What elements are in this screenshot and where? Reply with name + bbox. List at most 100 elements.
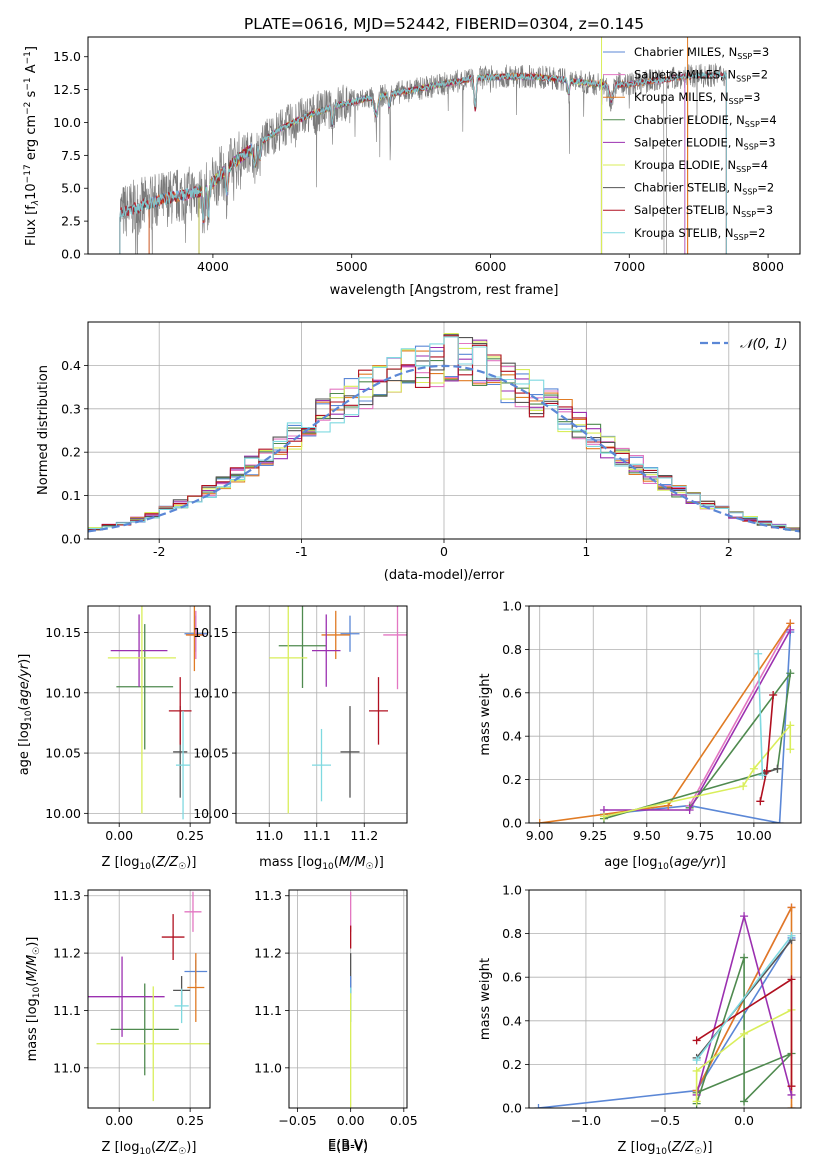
x-axis-label: E(B-V) — [328, 1140, 368, 1155]
weight-marker-kroupa_miles — [787, 903, 796, 912]
legend-label-kroupa_stelib: Kroupa STELIB, NSSP=2 — [634, 226, 765, 242]
histogram-plot-area — [88, 322, 800, 539]
y-tick-label: 10.0 — [53, 115, 81, 130]
mass-weight-vs-age-plot-area — [529, 606, 801, 823]
mass-vs-EBV-plot-area — [289, 890, 407, 1108]
weight-marker-salpeter_stelib — [762, 766, 771, 775]
y-axis-label: mass weight — [478, 673, 493, 755]
y-tick-label: 11.0 — [254, 1060, 282, 1075]
y-axis-label: mass weight — [478, 958, 493, 1040]
weight-marker-kroupa_stelib — [754, 649, 763, 658]
x-tick-label: -1 — [295, 544, 307, 559]
y-tick-label: 0.3 — [61, 401, 81, 416]
y-tick-label: 10.00 — [193, 806, 229, 821]
y-tick-label: 11.2 — [53, 946, 81, 961]
weight-marker-salpeter_elodie — [685, 805, 694, 814]
x-tick-label: 1 — [582, 544, 590, 559]
x-tick-label: 11.0 — [255, 828, 283, 843]
mass-vs-Z-panel: 0.00 0.25 11.0 11.1 11.2 11.3 Z [log10(Z/Z☉)] m… — [25, 888, 211, 1157]
y-tick-label: 10.15 — [193, 625, 229, 640]
x-tick-label: 0.25 — [176, 1113, 204, 1128]
x-axis-label: mass [log10(M/M☉)] — [259, 855, 384, 872]
y-tick-label: 0.4 — [502, 1013, 522, 1028]
x-tick-label: 9.00 — [526, 828, 554, 843]
y-tick-label: 0.1 — [61, 488, 81, 503]
x-axis-label: E(B-V) — [328, 1138, 368, 1153]
mass-weight-vs-Z-plot-area — [529, 890, 801, 1108]
x-tick-label: 10.00 — [736, 828, 772, 843]
weight-marker-kroupa_miles — [535, 819, 544, 823]
weight-marker-salpeter_stelib — [787, 1082, 796, 1091]
x-tick-label: 9.25 — [579, 828, 607, 843]
x-tick-label: -2 — [153, 544, 165, 559]
weight-marker-kroupa_elodie — [739, 782, 748, 791]
legend-label-kroupa_miles: Kroupa MILES, NSSP=3 — [634, 90, 760, 106]
weight-line-kroupa_elodie — [695, 1009, 792, 1102]
y-tick-label: 11.1 — [53, 1003, 81, 1018]
x-tick-label: 9.75 — [686, 828, 714, 843]
legend-label-salpeter_elodie: Salpeter ELODIE, NSSP=3 — [634, 135, 776, 151]
x-tick-label: 0 — [440, 544, 448, 559]
weight-line-chabrier_elodie — [603, 670, 792, 820]
axes-frame — [235, 605, 408, 824]
y-tick-label: 0.0 — [61, 247, 81, 262]
x-axis-label: Z [log10(Z/Z☉)] — [102, 855, 197, 872]
y-tick-label: 10.10 — [45, 685, 81, 700]
x-tick-label: 4000 — [197, 259, 229, 274]
weight-marker-kroupa_elodie — [599, 812, 608, 821]
weight-marker-kroupa_elodie — [692, 1066, 701, 1075]
y-tick-label: 1.0 — [502, 599, 522, 614]
x-axis-label: Z [log10(Z/Z☉)] — [618, 1140, 713, 1157]
age-vs-mass-plot-area — [236, 606, 407, 823]
age-vs-Z-plot-area — [88, 606, 210, 823]
weight-marker-chabrier_elodie — [740, 1097, 749, 1106]
weight-marker-kroupa_elodie — [786, 721, 795, 730]
weight-marker-salpeter_elodie — [740, 912, 749, 921]
mass-weight-vs-age-panel: 9.00 9.25 9.50 9.75 10.00 0.0 0.2 0.4 0.6 0.8 1.0 a… — [478, 599, 802, 872]
axes-frame — [87, 889, 211, 1109]
weight-line-kroupa_stelib — [695, 935, 793, 1061]
weight-marker-salpeter_stelib — [756, 797, 765, 806]
weight-marker-kroupa_stelib — [758, 771, 767, 780]
weight-line-salpeter_miles — [688, 623, 792, 806]
weight-marker-kroupa_elodie — [740, 1029, 749, 1038]
y-tick-label: 2.5 — [61, 214, 81, 229]
y-tick-label: 0.6 — [502, 970, 522, 985]
x-tick-label: 11.1 — [303, 828, 331, 843]
spectrum-legend: Chabrier MILES, NSSP=3 Salpeter MILES, NS… — [603, 45, 777, 242]
y-tick-label: 11.3 — [53, 888, 81, 903]
x-axis-label: wavelength [Angstrom, rest frame] — [330, 283, 559, 298]
weight-marker-chabrier_elodie — [786, 669, 795, 678]
weight-marker-kroupa_elodie — [692, 1097, 701, 1106]
y-tick-label: 0.2 — [502, 772, 522, 787]
y-axis-label: mass [log10(M/M☉)] — [25, 937, 42, 1062]
y-tick-label: 0.2 — [61, 445, 81, 460]
histogram-steps-kroupa_stelib — [88, 336, 800, 533]
x-tick-label: 0.00 — [105, 828, 133, 843]
y-tick-label: 11.1 — [254, 1003, 282, 1018]
y-tick-label: 5.0 — [61, 181, 81, 196]
axes-frame — [87, 605, 211, 824]
age-vs-Z-panel: 0.00 0.25 10.00 10.05 10.10 10.15 Z [log10(Z/Z… — [17, 605, 211, 872]
y-tick-label: 10.05 — [193, 746, 229, 761]
x-tick-label: −0.5 — [650, 1113, 680, 1128]
x-axis-label: (data-model)/error — [384, 568, 505, 583]
weight-marker-salpeter_stelib — [692, 1036, 701, 1045]
weight-marker-kroupa_stelib — [787, 931, 796, 940]
weight-marker-salpeter_stelib — [769, 690, 778, 699]
weight-marker-salpeter_elodie — [786, 625, 795, 634]
y-tick-label: 1.0 — [502, 883, 522, 898]
figure-title: PLATE=0616, MJD=52442, FIBERID=0304, z=0… — [244, 15, 644, 33]
weight-marker-salpeter_elodie — [787, 1090, 796, 1099]
weight-marker-kroupa_miles — [787, 1104, 796, 1108]
y-tick-label: 0.0 — [502, 1101, 522, 1116]
legend-label-chabrier_miles: Chabrier MILES, NSSP=3 — [634, 45, 769, 61]
age-vs-mass-panel: 11.0 11.1 11.2 10.00 10.05 10.10 10.15 mass [lo… — [193, 605, 408, 872]
x-tick-label: 9.50 — [633, 828, 661, 843]
legend-label-salpeter_stelib: Salpeter STELIB, NSSP=3 — [634, 203, 773, 219]
x-tick-label: 2 — [725, 544, 733, 559]
y-tick-label: 11.2 — [254, 946, 282, 961]
axes-frame — [288, 889, 408, 1109]
x-tick-label: 0.0 — [734, 1113, 754, 1128]
